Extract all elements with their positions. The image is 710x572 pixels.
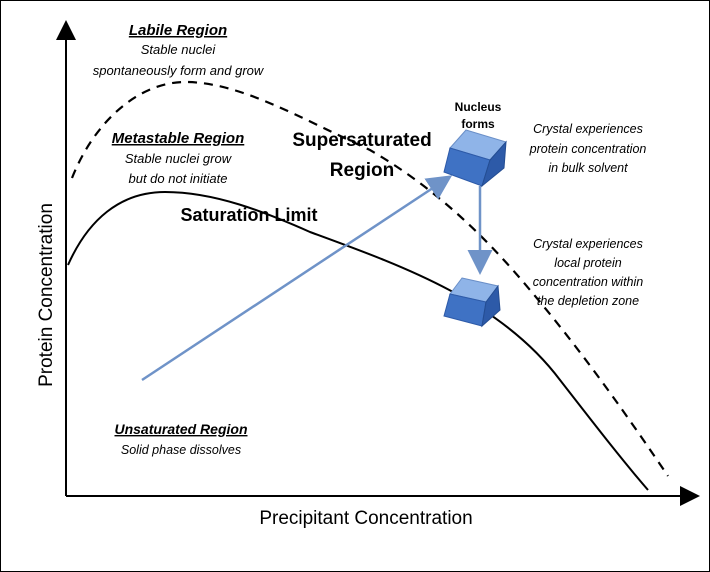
x-axis-label: Precipitant Concentration bbox=[259, 508, 472, 529]
supersolubility-curve bbox=[70, 80, 669, 477]
crystal-local-line1: Crystal experiences bbox=[533, 237, 643, 251]
supersaturated-region-line2: Region bbox=[330, 160, 394, 181]
nucleus-forms-line2: forms bbox=[461, 117, 495, 131]
labile-region-line1: Stable nuclei bbox=[141, 42, 217, 57]
crystal-bulk-line3: in bulk solvent bbox=[548, 161, 628, 175]
metastable-region-title: Metastable Region bbox=[112, 130, 245, 147]
nucleus-forms-line1: Nucleus bbox=[455, 100, 502, 114]
metastable-region-line2: but do not initiate bbox=[128, 171, 227, 186]
labile-region-title: Labile Region bbox=[129, 22, 227, 39]
concentration-path-arrow bbox=[141, 175, 453, 382]
nucleus-crystal-icon bbox=[443, 129, 507, 188]
labile-region-line2: spontaneously form and grow bbox=[93, 63, 265, 78]
saturation-limit-label: Saturation Limit bbox=[180, 205, 317, 225]
y-axis-label: Protein Concentration bbox=[36, 203, 57, 387]
saturation-curve bbox=[67, 190, 649, 491]
depleted-crystal-icon bbox=[443, 277, 501, 328]
crystal-bulk-line1: Crystal experiences bbox=[533, 122, 643, 136]
crystal-local-line2: local protein bbox=[554, 256, 621, 270]
metastable-region-line1: Stable nuclei grow bbox=[125, 151, 233, 166]
crystal-bulk-line2: protein concentration bbox=[529, 142, 647, 156]
crystal-local-line4: the depletion zone bbox=[537, 294, 639, 308]
unsaturated-region-line1: Solid phase dissolves bbox=[121, 443, 241, 457]
unsaturated-region-title: Unsaturated Region bbox=[114, 421, 247, 437]
crystal-local-line3: concentration within bbox=[533, 275, 644, 289]
supersaturated-region-line1: Supersaturated bbox=[292, 130, 431, 151]
